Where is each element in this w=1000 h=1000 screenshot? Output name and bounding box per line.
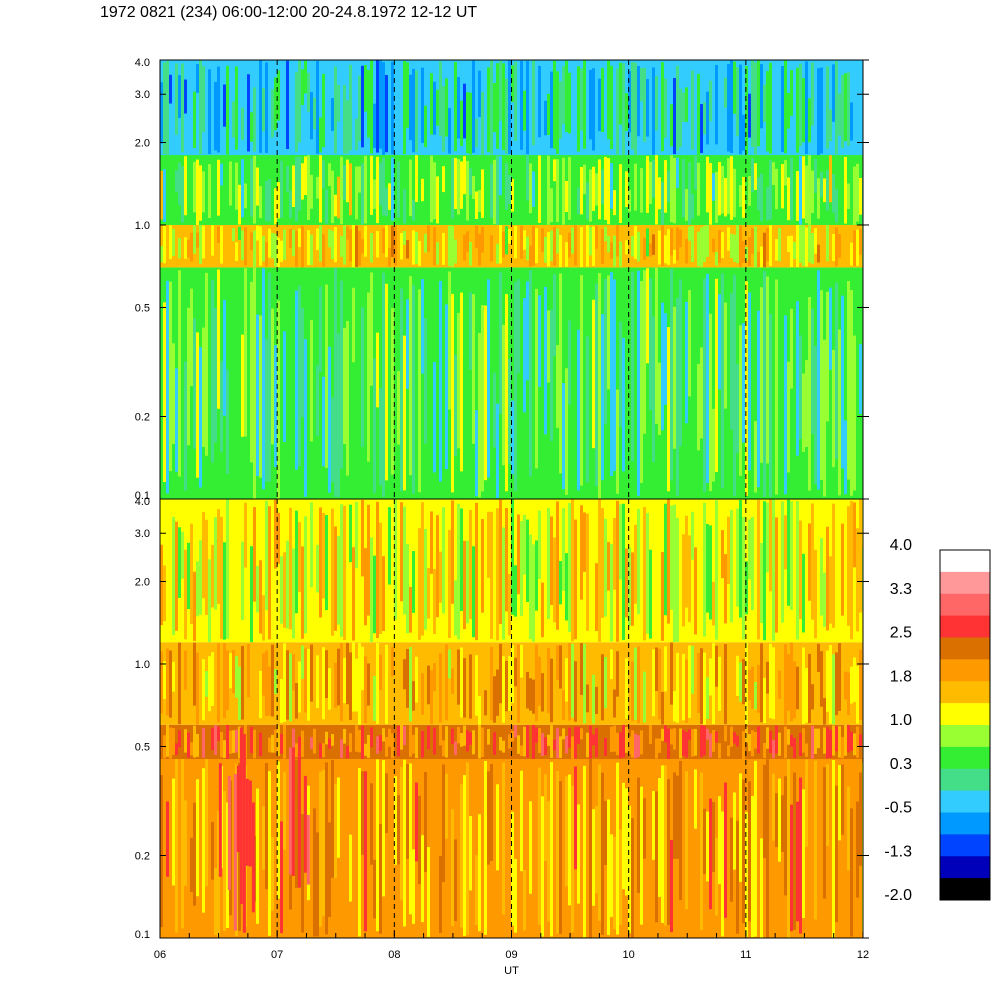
colorbar-swatch	[940, 593, 990, 617]
y-tick-label: 0.1	[135, 490, 150, 502]
y-axis: 0.1 0.2 0.5 1.0 2.0 3.0 4.0	[135, 57, 869, 502]
colorbar-label: 1.8	[890, 668, 912, 685]
y-tick-label: 1.0	[135, 220, 150, 232]
band-streaks	[160, 155, 863, 225]
x-tick-label: 12	[857, 949, 869, 961]
colorbar-label: 3.3	[890, 581, 912, 598]
x-tick-label: 11	[740, 949, 751, 961]
colorbar-label: -0.5	[884, 800, 912, 817]
spectrogram-field	[160, 60, 863, 499]
y-tick-label: 3.0	[135, 528, 150, 540]
colorbar-swatch	[940, 659, 990, 682]
red-intensity-patch	[288, 747, 310, 888]
y-tick-label: 3.0	[135, 89, 150, 101]
y-axis: 0.1 0.2 0.5 1.0 2.0 3.0 4.0	[135, 496, 869, 941]
colorbar-label: 1.0	[890, 712, 912, 729]
band-streaks	[160, 499, 863, 643]
y-tick-label: 2.0	[135, 576, 150, 588]
chart-title: 1972 0821 (234) 06:00-12:00 20-24.8.1972…	[100, 4, 478, 21]
x-tick-label: 08	[388, 949, 400, 961]
upper-spectrogram-panel: 0.1 0.2 0.5 1.0 2.0 3.0 4.0	[135, 57, 869, 502]
y-tick-label: 4.0	[135, 496, 150, 508]
red-intensity-patch	[218, 727, 255, 933]
colorbar-swatch	[940, 571, 990, 595]
colorbar-swatch	[940, 637, 990, 660]
x-tick-label: 07	[271, 949, 283, 961]
band-streaks	[160, 60, 863, 156]
time-axis: 06 07 08 09 10 11 12 UT	[154, 930, 869, 977]
colorbar-swatch	[940, 878, 990, 901]
y-tick-label: 0.1	[135, 929, 150, 941]
band-streaks	[160, 642, 863, 725]
colorbar-swatch	[940, 790, 990, 813]
colorbar-label: 2.5	[890, 625, 912, 642]
lower-spectrogram-panel: 0.1 0.2 0.5 1.0 2.0 3.0 4.0	[135, 496, 869, 941]
colorbar-swatch	[940, 681, 990, 704]
colorbar-swatch	[940, 615, 990, 638]
y-tick-label: 4.0	[135, 57, 150, 69]
y-tick-label: 0.2	[135, 851, 150, 863]
y-tick-label: 0.5	[135, 741, 150, 753]
colorbar-swatch	[940, 812, 990, 835]
x-tick-label: 06	[154, 949, 166, 961]
spectrogram-field	[160, 499, 863, 938]
x-tick-label: 10	[623, 949, 635, 961]
x-axis-label: UT	[504, 965, 519, 977]
colorbar-swatch	[940, 703, 990, 726]
colorbar-label: 4.0	[890, 537, 912, 554]
y-tick-label: 0.5	[135, 302, 150, 314]
band-streaks	[160, 267, 863, 499]
colorbar-swatch	[940, 834, 990, 857]
colorbar-label: 0.3	[890, 756, 912, 773]
band-streaks	[160, 724, 863, 760]
x-tick-label: 09	[505, 949, 517, 961]
colorbar-label: -1.3	[884, 843, 912, 860]
y-tick-label: 1.0	[135, 659, 150, 671]
colorbar-swatch	[940, 856, 990, 879]
colorbar-swatch	[940, 746, 990, 770]
colorbar-frame	[939, 549, 991, 901]
y-tick-label: 2.0	[135, 137, 150, 149]
band-streaks	[160, 225, 863, 268]
colorbar-label: -2.0	[884, 887, 912, 904]
y-tick-label: 0.2	[135, 412, 150, 424]
band-streaks	[160, 759, 863, 938]
colorbar-swatch	[940, 768, 990, 792]
colorbar-swatch	[940, 550, 990, 573]
colorbar-swatch	[940, 725, 990, 748]
colorbar: 4.0 3.3 2.5 1.8 1.0 0.3 -0.5 -1.3 -2.0	[884, 537, 991, 904]
